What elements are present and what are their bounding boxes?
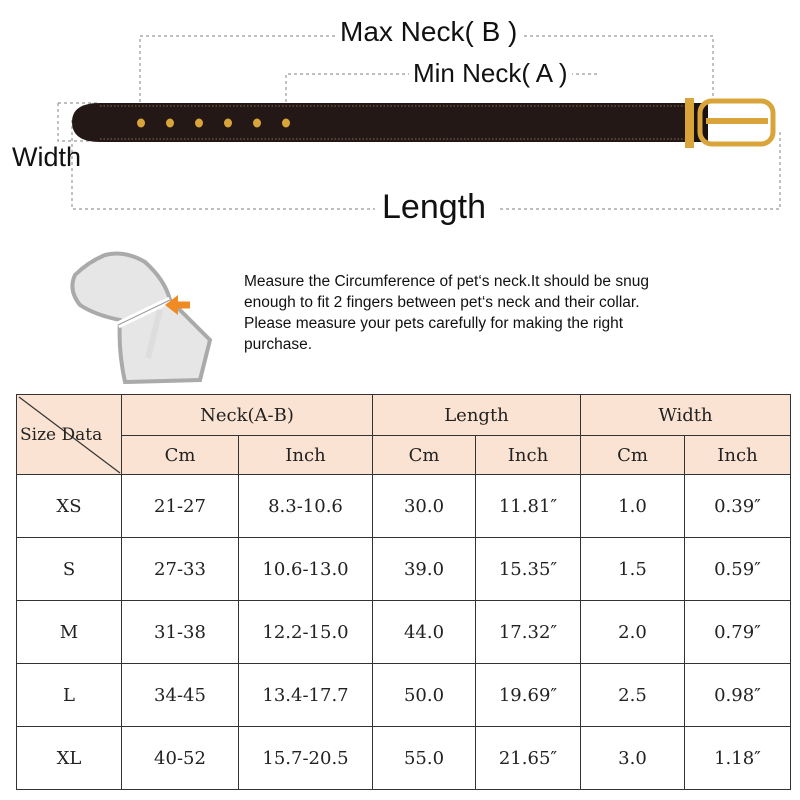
value-cell: 2.5 [580,663,685,727]
max-neck-label: Max Neck( B ) [336,16,522,48]
value-cell: 19.69″ [475,663,581,727]
value-cell: 15.7-20.5 [238,726,373,790]
corner-header: Size Data [16,394,122,475]
size-cell: L [16,663,122,727]
value-cell: 31-38 [121,600,239,664]
value-cell: 15.35″ [475,537,581,601]
value-cell: 13.4-17.7 [238,663,373,727]
width-label: Width [12,142,82,172]
value-cell: 0.98″ [684,663,791,727]
value-cell: 0.59″ [684,537,791,601]
table-row: XL 40-52 15.7-20.5 55.0 21.65″ 3.0 1.18″ [16,726,791,790]
collar-strap [72,103,690,142]
value-cell: 34-45 [121,663,239,727]
table-row: S 27-33 10.6-13.0 39.0 15.35″ 1.5 0.59″ [16,537,791,601]
unit-header: Inch [684,435,791,475]
collar-diagram [57,35,781,385]
unit-header: Cm [580,435,685,475]
value-cell: 55.0 [372,726,476,790]
unit-header: Cm [121,435,239,475]
value-cell: 27-33 [121,537,239,601]
collar-holes [137,118,290,128]
value-cell: 44.0 [372,600,476,664]
dimension-lines [57,35,781,210]
dog-measure-icon [70,251,213,385]
value-cell: 1.0 [580,474,685,538]
instruction-line: Please measure your pets carefully for m… [244,315,624,332]
instruction-line: Measure the Circumference of pet‘s neck.… [244,273,649,290]
group-header-length: Length [372,394,581,436]
table-row: M 31-38 12.2-15.0 44.0 17.32″ 2.0 0.79″ [16,600,791,664]
value-cell: 1.18″ [684,726,791,790]
value-cell: 0.39″ [684,474,791,538]
value-cell: 50.0 [372,663,476,727]
hole [282,118,290,128]
value-cell: 39.0 [372,537,476,601]
table-row: XS 21-27 8.3-10.6 30.0 11.81″ 1.0 0.39″ [16,474,791,538]
unit-header: Cm [372,435,476,475]
size-cell: M [16,600,122,664]
group-header-neck: Neck(A-B) [121,394,373,436]
length-label: Length [378,188,490,227]
group-header-width: Width [580,394,791,436]
unit-header: Inch [238,435,373,475]
value-cell: 30.0 [372,474,476,538]
min-neck-label: Min Neck( A ) [409,58,572,89]
value-cell: 2.0 [580,600,685,664]
value-cell: 8.3-10.6 [238,474,373,538]
unit-header: Inch [475,435,581,475]
hole [253,118,261,128]
size-table: Size Data Neck(A-B) Length Width Cm Inch… [16,394,791,790]
value-cell: 0.79″ [684,600,791,664]
size-cell: XL [16,726,122,790]
instruction-line: purchase. [244,336,313,353]
value-cell: 21-27 [121,474,239,538]
size-cell: XS [16,474,122,538]
value-cell: 11.81″ [475,474,581,538]
corner-label: Size Data [20,424,103,445]
buckle-icon [685,98,776,148]
size-cell: S [16,537,122,601]
measure-instructions: Measure the Circumference of pet‘s neck.… [244,271,764,355]
value-cell: 40-52 [121,726,239,790]
value-cell: 3.0 [580,726,685,790]
hole [166,118,174,128]
hole [224,118,232,128]
value-cell: 1.5 [580,537,685,601]
value-cell: 10.6-13.0 [238,537,373,601]
hole [137,118,145,128]
value-cell: 17.32″ [475,600,581,664]
value-cell: 21.65″ [475,726,581,790]
hole [195,118,203,128]
value-cell: 12.2-15.0 [238,600,373,664]
instruction-line: enough to fit 2 fingers between pet‘s ne… [244,294,640,311]
table-row: L 34-45 13.4-17.7 50.0 19.69″ 2.5 0.98″ [16,663,791,727]
